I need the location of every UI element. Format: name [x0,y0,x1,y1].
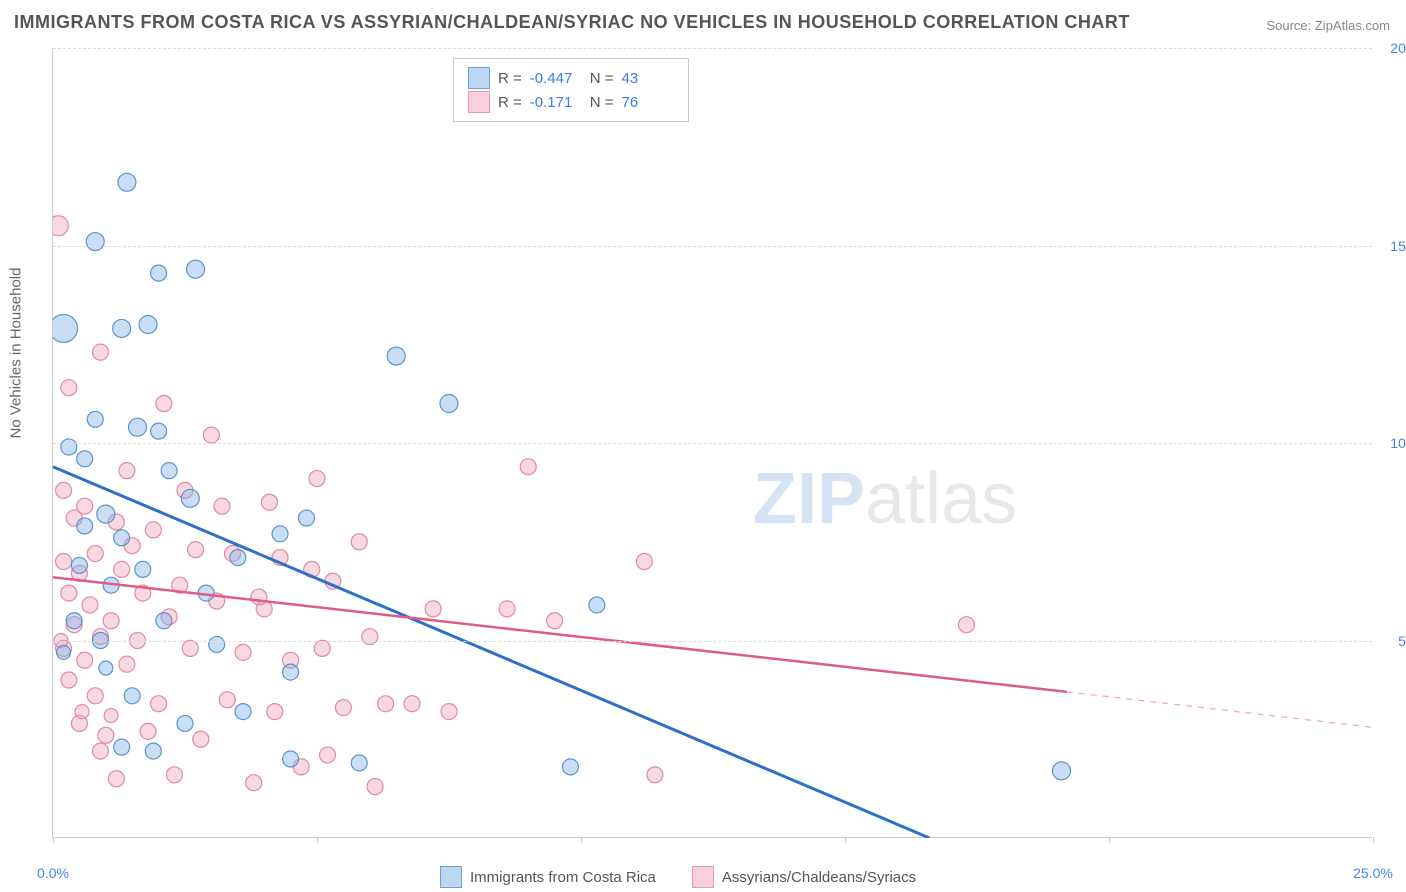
legend-label: Immigrants from Costa Rica [470,869,656,886]
y-tick-label: 10.0% [1390,435,1406,451]
legend: Immigrants from Costa Rica Assyrians/Cha… [440,866,916,888]
legend-item: Assyrians/Chaldeans/Syriacs [692,866,916,888]
stats-row-series1: R = -0.447 N = 43 [468,67,674,89]
chart-title: IMMIGRANTS FROM COSTA RICA VS ASSYRIAN/C… [14,12,1130,33]
legend-item: Immigrants from Costa Rica [440,866,656,888]
r-value: -0.171 [530,94,582,111]
y-tick-label: 15.0% [1390,238,1406,254]
stat-label: N = [590,94,614,111]
stats-row-series2: R = -0.171 N = 76 [468,91,674,113]
stat-label: R = [498,70,522,87]
legend-label: Assyrians/Chaldeans/Syriacs [722,869,916,886]
correlation-stats-box: R = -0.447 N = 43 R = -0.171 N = 76 [453,58,689,122]
swatch-icon [692,866,714,888]
x-tick-label: 25.0% [1353,865,1393,881]
swatch-icon [440,866,462,888]
x-tick-label: 0.0% [37,865,69,881]
n-value: 43 [622,70,674,87]
stat-label: R = [498,94,522,111]
n-value: 76 [622,94,674,111]
y-tick-label: 5.0% [1398,633,1406,649]
chart-plot-area: ZIPatlas R = -0.447 N = 43 R = -0.171 N … [52,48,1372,838]
source-attribution: Source: ZipAtlas.com [1266,18,1390,33]
y-axis-label: No Vehicles in Household [8,268,25,439]
swatch-icon [468,67,490,89]
stat-label: N = [590,70,614,87]
y-tick-label: 20.0% [1390,40,1406,56]
swatch-icon [468,91,490,113]
r-value: -0.447 [530,70,582,87]
